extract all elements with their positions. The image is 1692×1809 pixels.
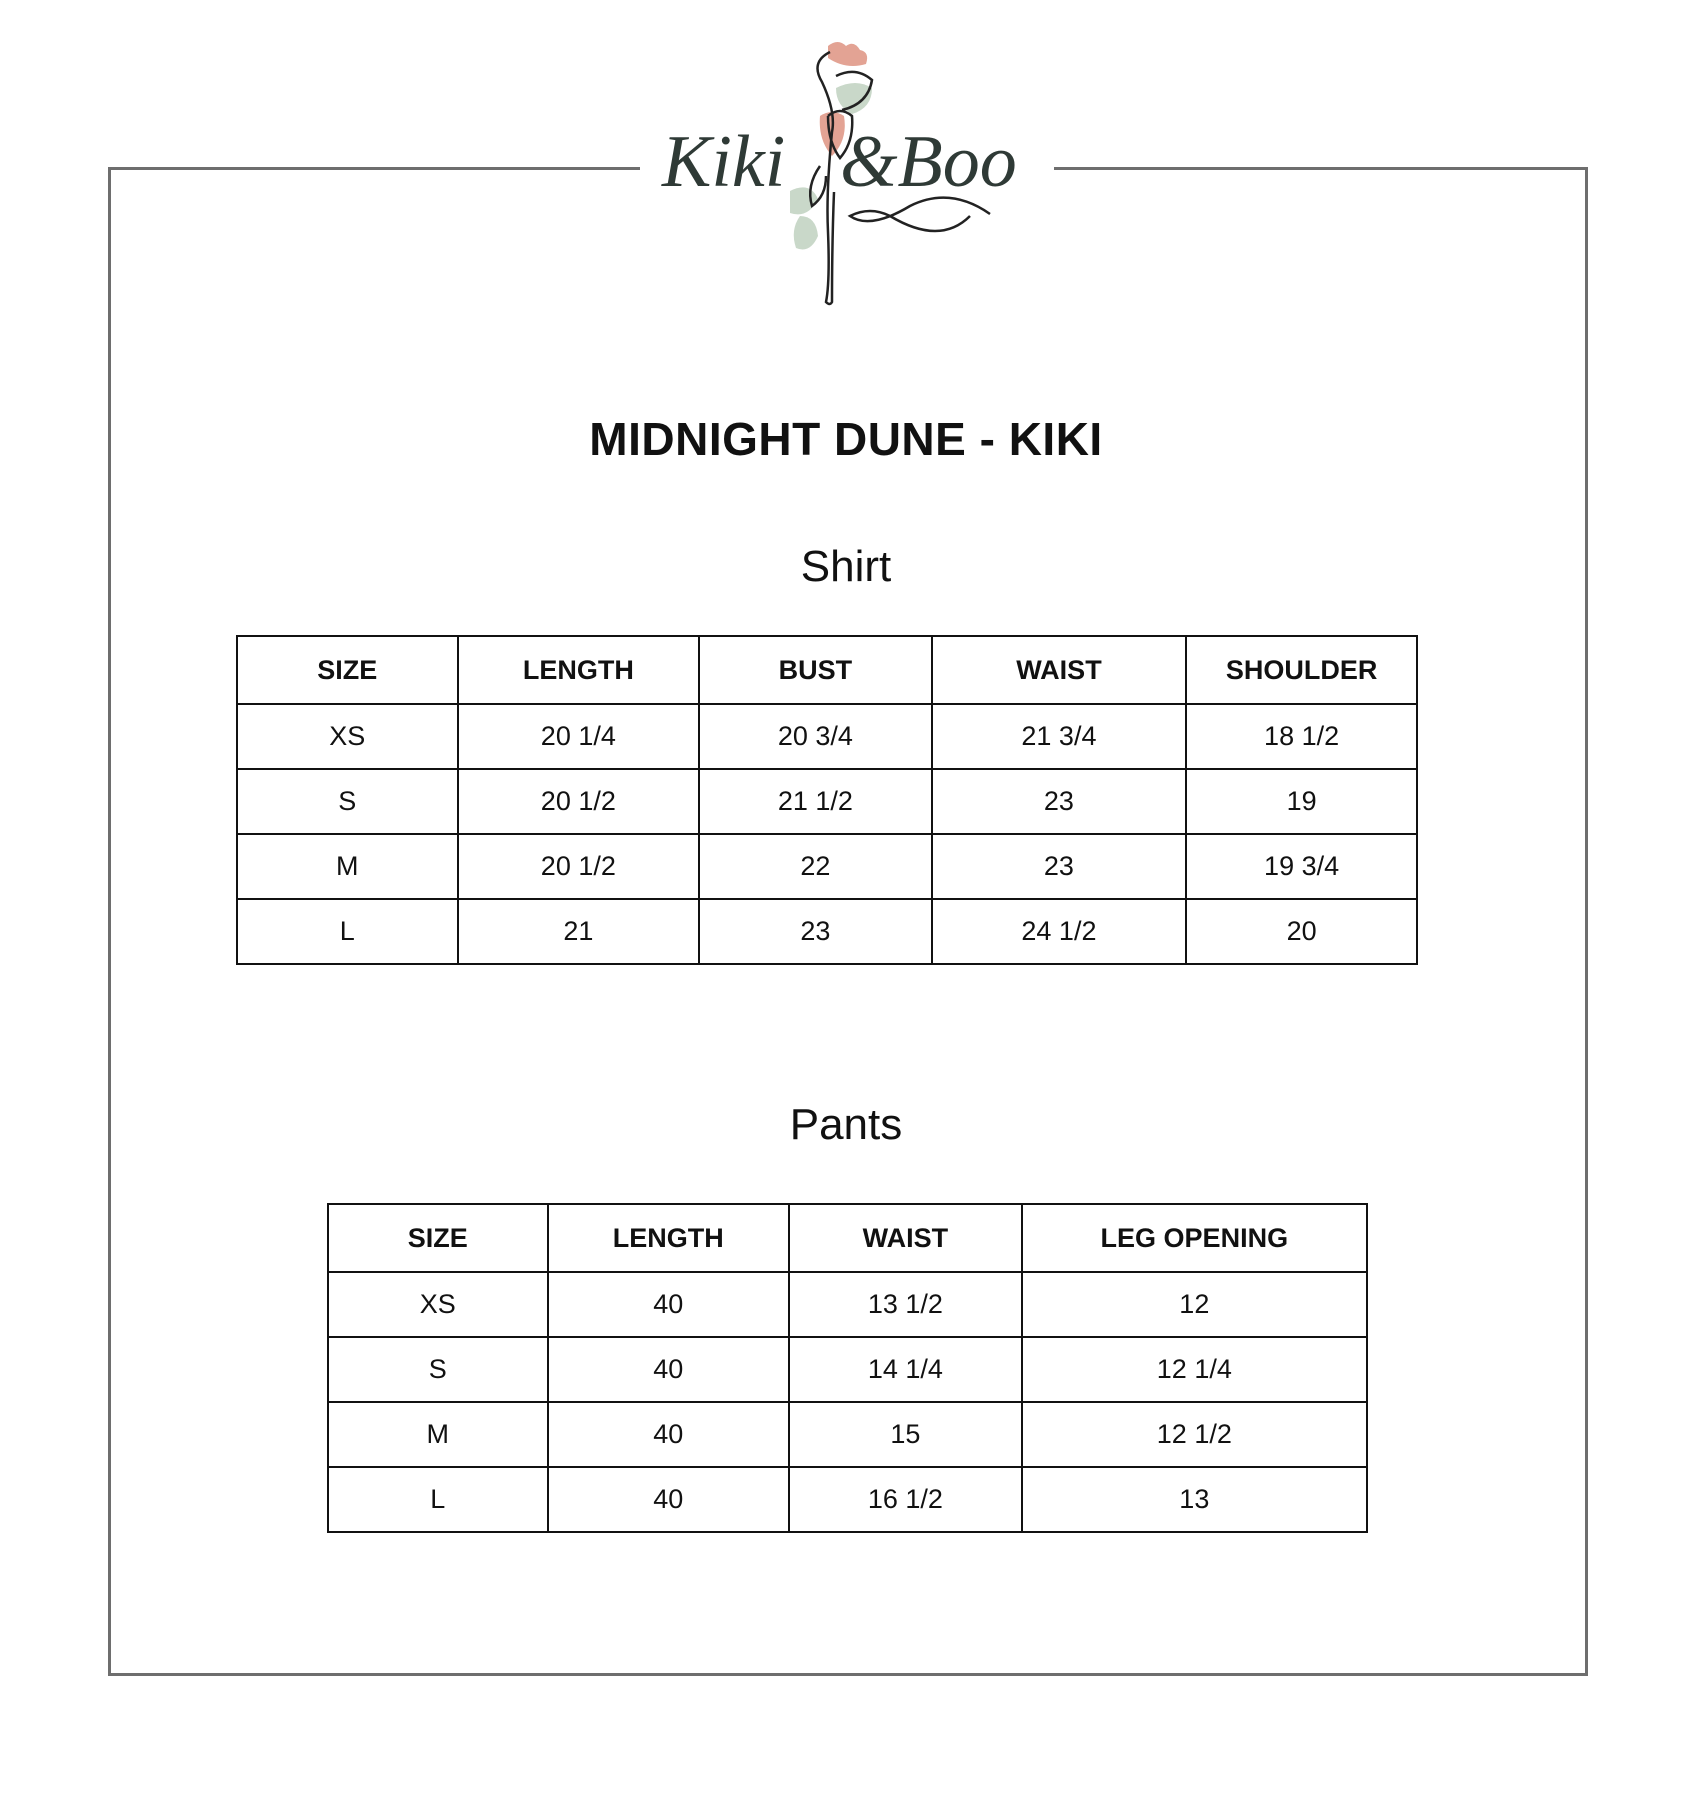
page-title: MIDNIGHT DUNE - KIKI	[589, 413, 1103, 465]
kiki-and-boo-logo: Kiki &Boo	[661, 42, 1017, 306]
table-cell: 12 1/4	[1020, 1336, 1369, 1403]
table-cell: L	[327, 1466, 549, 1533]
table-cell: XS	[236, 703, 459, 770]
table-row: M 20 1/2 22 23 19 3/4	[236, 833, 1418, 900]
table-cell: 24 1/2	[930, 898, 1188, 965]
table-cell: M	[236, 833, 459, 900]
table-cell: 23	[698, 898, 933, 965]
table-cell: 21 3/4	[930, 703, 1188, 770]
column-header: SIZE	[327, 1203, 549, 1273]
column-header: SIZE	[236, 635, 459, 705]
logo-wordmark: Kiki	[661, 121, 785, 203]
table-cell: S	[327, 1336, 549, 1403]
logo-wordmark-boo: &Boo	[840, 121, 1017, 203]
table-cell: 20 1/4	[456, 703, 701, 770]
table-cell: 18 1/2	[1185, 703, 1418, 770]
shirt-size-table: SIZE LENGTH BUST WAIST SHOULDER XS 20 1/4…	[236, 635, 1418, 965]
frame-gap	[640, 160, 1054, 180]
table-header-row: SIZE LENGTH WAIST LEG OPENING	[327, 1203, 1369, 1273]
table-row: XS 20 1/4 20 3/4 21 3/4 18 1/2	[236, 703, 1418, 770]
pants-heading: Pants	[789, 1100, 903, 1149]
table-cell: 20 3/4	[698, 703, 933, 770]
table-cell: 13 1/2	[788, 1271, 1023, 1338]
table-cell: 40	[546, 1336, 791, 1403]
column-header: BUST	[698, 635, 933, 705]
table-row: L 40 16 1/2 13	[327, 1466, 1369, 1533]
table-cell: 40	[546, 1401, 791, 1468]
table-cell: 13	[1020, 1466, 1369, 1533]
column-header: LEG OPENING	[1020, 1203, 1369, 1273]
pants-size-table: SIZE LENGTH WAIST LEG OPENING XS 40 13 1/2…	[327, 1203, 1369, 1533]
table-row: L 21 23 24 1/2 20	[236, 898, 1418, 965]
table-cell: M	[327, 1401, 549, 1468]
table-cell: 15	[788, 1401, 1023, 1468]
table-row: S 20 1/2 21 1/2 23 19	[236, 768, 1418, 835]
table-cell: 40	[546, 1466, 791, 1533]
table-cell: 14 1/4	[788, 1336, 1023, 1403]
column-header: WAIST	[930, 635, 1188, 705]
table-row: M 40 15 12 1/2	[327, 1401, 1369, 1468]
table-header-row: SIZE LENGTH BUST WAIST SHOULDER	[236, 635, 1418, 705]
table-cell: 23	[930, 768, 1188, 835]
table-cell: 20 1/2	[456, 768, 701, 835]
table-row: S 40 14 1/4 12 1/4	[327, 1336, 1369, 1403]
table-cell: 16 1/2	[788, 1466, 1023, 1533]
table-cell: 23	[930, 833, 1188, 900]
column-header: SHOULDER	[1185, 635, 1418, 705]
table-cell: 19	[1185, 768, 1418, 835]
table-cell: S	[236, 768, 459, 835]
table-cell: 20 1/2	[456, 833, 701, 900]
column-header: LENGTH	[546, 1203, 791, 1273]
table-row: XS 40 13 1/2 12	[327, 1271, 1369, 1338]
table-cell: 22	[698, 833, 933, 900]
column-header: LENGTH	[456, 635, 701, 705]
table-cell: 20	[1185, 898, 1418, 965]
table-cell: 19 3/4	[1185, 833, 1418, 900]
table-cell: 21	[456, 898, 701, 965]
table-cell: L	[236, 898, 459, 965]
table-cell: 40	[546, 1271, 791, 1338]
table-cell: 12	[1020, 1271, 1369, 1338]
column-header: WAIST	[788, 1203, 1023, 1273]
table-cell: 21 1/2	[698, 768, 933, 835]
table-cell: XS	[327, 1271, 549, 1338]
shirt-heading: Shirt	[800, 542, 892, 591]
table-cell: 12 1/2	[1020, 1401, 1369, 1468]
